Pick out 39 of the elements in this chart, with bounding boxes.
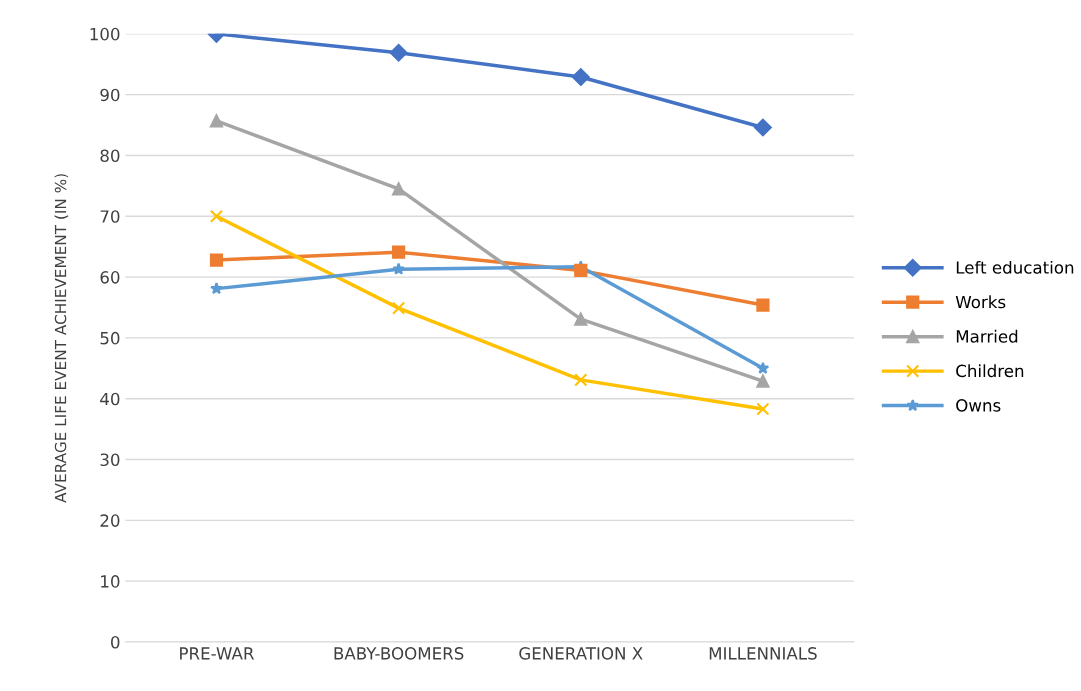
point xyxy=(571,68,590,86)
point xyxy=(392,245,406,259)
y-tick-label: 40 xyxy=(100,392,120,406)
y-tick-label: 50 xyxy=(100,331,120,345)
point xyxy=(392,301,406,315)
point xyxy=(389,43,408,62)
y-tick-label: 10 xyxy=(101,575,120,588)
y-tick-label: 20 xyxy=(100,514,120,527)
point xyxy=(210,282,223,295)
point xyxy=(574,312,588,326)
x-tick-label: PRE-WAR xyxy=(180,647,255,660)
point xyxy=(756,298,770,312)
point xyxy=(756,374,770,388)
point xyxy=(209,209,224,223)
y-tick-label: 30 xyxy=(100,453,120,467)
legend-label: Owns xyxy=(956,399,1001,412)
y-tick-label: 70 xyxy=(100,210,120,223)
point xyxy=(756,402,770,416)
x-tick-label: BABY-BOOMERS xyxy=(334,647,464,660)
y-tick-label: 80 xyxy=(100,149,120,163)
point xyxy=(574,263,588,277)
x-tick-label: GENERATION X xyxy=(519,647,643,660)
point xyxy=(754,118,772,137)
point xyxy=(392,262,405,275)
y-axis-title: AVERAGE LIFE EVENT ACHIEVEMENT (IN %) xyxy=(54,174,69,503)
y-tick-label: 90 xyxy=(100,88,120,102)
point xyxy=(574,373,588,387)
x-tick-label: MILLENNIALS xyxy=(709,647,817,660)
y-tick-label: 0 xyxy=(111,635,120,649)
legend-label: Children xyxy=(956,364,1024,378)
point xyxy=(756,361,770,374)
y-tick-label: 60 xyxy=(100,271,120,284)
legend-label: Left education xyxy=(956,260,1074,274)
point xyxy=(392,182,406,196)
legend-label: Married xyxy=(956,329,1018,343)
legend-label: Works xyxy=(955,295,1006,309)
point xyxy=(209,114,224,128)
y-tick-label: 100 xyxy=(90,27,120,41)
point xyxy=(209,253,224,267)
